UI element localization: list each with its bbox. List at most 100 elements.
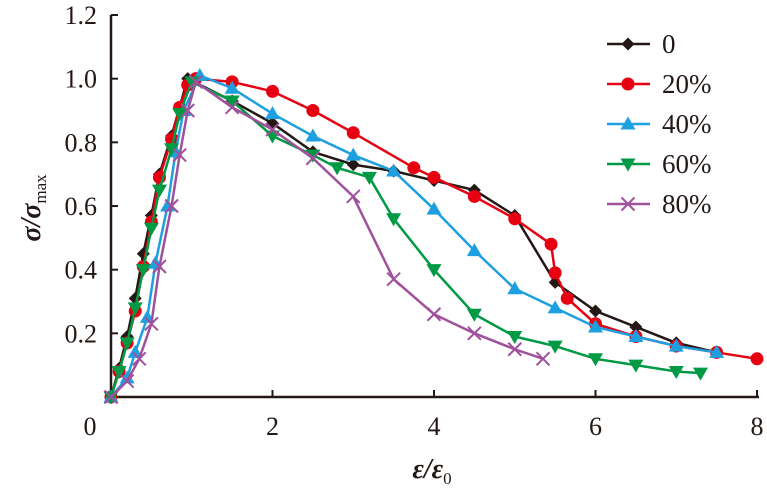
data-point	[180, 103, 195, 118]
data-point	[135, 264, 151, 278]
data-point	[103, 389, 119, 405]
x-tick-label: 2	[266, 412, 279, 441]
data-point	[151, 184, 167, 198]
data-point	[547, 300, 563, 314]
data-point	[152, 259, 167, 274]
data-point	[119, 373, 135, 389]
data-point	[692, 367, 708, 381]
series-line	[110, 73, 717, 398]
data-point	[668, 338, 684, 352]
data-point	[127, 344, 143, 358]
data-point	[548, 266, 562, 280]
data-point	[547, 340, 563, 354]
data-point	[127, 302, 143, 316]
data-point	[386, 213, 402, 227]
legend-marker	[620, 116, 636, 130]
data-point	[426, 264, 442, 278]
legend-item: 20%	[607, 69, 712, 99]
data-point	[386, 163, 402, 177]
data-point	[507, 331, 523, 345]
data-point	[111, 366, 127, 380]
legend-marker	[621, 77, 635, 91]
series-line	[109, 80, 701, 398]
series-group	[103, 67, 764, 405]
data-point	[588, 353, 603, 367]
data-point	[164, 143, 180, 157]
data-point	[144, 316, 159, 331]
data-point	[346, 158, 360, 172]
data-point	[346, 189, 361, 204]
data-point	[224, 100, 240, 115]
legend-label: 20%	[662, 69, 712, 99]
data-point	[560, 291, 574, 305]
data-point	[466, 308, 482, 322]
y-tick-label: 0.2	[65, 319, 98, 348]
data-point	[588, 319, 603, 333]
data-point	[426, 307, 442, 322]
data-point	[467, 326, 482, 341]
data-point	[119, 370, 135, 384]
series-60pct	[103, 76, 708, 405]
x-tick-label: 4	[428, 412, 441, 441]
data-point	[361, 171, 377, 185]
data-point	[172, 147, 187, 163]
data-point	[188, 74, 203, 90]
data-point	[466, 243, 482, 257]
data-point	[544, 237, 558, 251]
data-point	[628, 359, 644, 373]
data-point	[507, 281, 523, 295]
data-point	[265, 122, 280, 137]
x-tick-label: 6	[589, 412, 602, 441]
legend-label: 40%	[662, 109, 712, 139]
legend-item: 60%	[607, 149, 712, 179]
data-point	[709, 344, 725, 358]
series-line	[110, 79, 544, 398]
x-tick-label: 0	[84, 412, 97, 441]
data-point	[535, 351, 551, 367]
series-line	[109, 77, 758, 398]
data-point	[386, 272, 401, 287]
data-point	[507, 342, 522, 357]
data-point	[266, 116, 279, 130]
legend-marker	[621, 37, 635, 51]
data-point	[305, 149, 321, 163]
legend-item: 0	[607, 29, 676, 59]
data-point	[306, 104, 320, 117]
legend-item: 80%	[607, 189, 712, 219]
y-tick-label: 0.8	[65, 128, 98, 157]
data-point	[668, 366, 684, 380]
legend-item: 40%	[607, 109, 712, 139]
data-point	[426, 201, 442, 215]
data-point	[628, 329, 644, 343]
legend-label: 0	[662, 29, 676, 59]
data-point	[266, 84, 279, 98]
data-point	[589, 304, 602, 318]
data-point	[224, 80, 240, 94]
data-point	[345, 147, 361, 161]
data-point	[305, 128, 321, 142]
legend-label: 60%	[662, 149, 712, 179]
data-point	[346, 126, 360, 140]
x-tick-label: 8	[751, 412, 764, 441]
data-point	[329, 162, 345, 176]
data-point	[265, 106, 280, 120]
data-point	[508, 212, 522, 226]
x-axis-label: ε/ε0	[412, 454, 451, 488]
axes: 0 2 4 6 8 0.2 0.4 0.6 0.8 1.0 1.2	[65, 1, 764, 441]
data-point	[305, 151, 321, 166]
series-80pct	[103, 74, 551, 405]
y-axis-label: σ/σmax	[16, 174, 50, 242]
data-point	[407, 161, 421, 175]
series-40pct	[103, 67, 725, 403]
data-point	[427, 170, 441, 184]
data-point	[172, 108, 188, 122]
data-point	[119, 337, 135, 351]
data-point	[224, 95, 240, 109]
data-point	[629, 320, 643, 334]
data-point	[143, 222, 159, 236]
data-point	[164, 198, 179, 214]
data-point	[184, 76, 200, 90]
y-tick-label: 1.0	[65, 65, 98, 94]
y-tick-label: 0.6	[65, 192, 98, 221]
